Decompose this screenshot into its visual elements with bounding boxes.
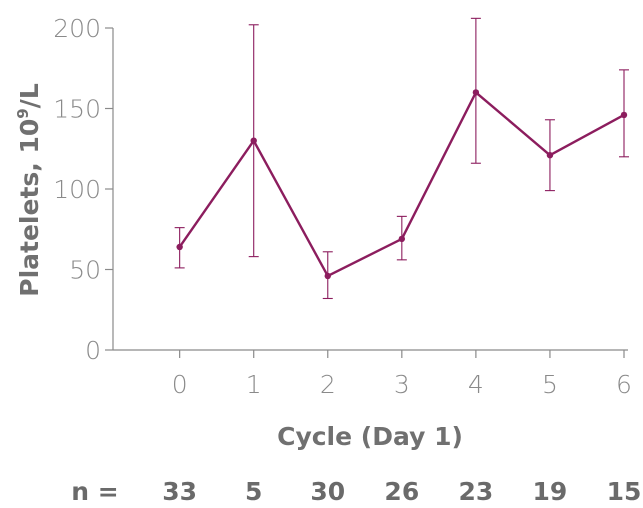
data-point: [546, 151, 554, 159]
n-row-label: n =: [71, 477, 118, 506]
y-ticks: 0 50 100 150 200: [53, 14, 113, 365]
x-axis-title: Cycle (Day 1): [277, 422, 463, 451]
y-tick-label: 100: [53, 175, 101, 204]
y-axis-title-unit: /L: [15, 83, 44, 108]
n-value: 5: [245, 477, 262, 506]
y-axis-title-main: Platelets, 10: [15, 119, 44, 297]
n-value: 30: [310, 477, 345, 506]
y-tick-label: 50: [69, 256, 101, 285]
data-point: [250, 137, 257, 144]
x-tick-label: 5: [542, 370, 558, 399]
x-ticks: 0 1 2 3 4 5 6: [172, 350, 632, 399]
axes: 0 50 100 150 200 0 1 2 3 4 5 6: [53, 14, 632, 399]
n-value: 23: [458, 477, 493, 506]
data-point: [176, 243, 183, 251]
n-value: 19: [533, 477, 568, 506]
x-tick-label: 1: [246, 370, 262, 399]
y-tick-label: 150: [53, 95, 101, 124]
y-axis-title-superscript: 9: [14, 108, 32, 118]
n-value: 33: [162, 477, 197, 506]
y-tick-label: 200: [53, 14, 101, 43]
n-row: n = 33 5 30 26 23 19 15: [71, 477, 641, 506]
data-point: [472, 89, 480, 96]
y-axis-title: Platelets, 109/L: [14, 83, 44, 297]
series-layer: [174, 17, 629, 300]
x-tick-label: 2: [320, 370, 336, 399]
data-point: [324, 272, 331, 280]
y-tick-label: 0: [85, 336, 101, 365]
x-tick-label: 4: [468, 370, 484, 399]
x-tick-label: 0: [172, 370, 188, 399]
x-tick-label: 3: [394, 370, 410, 399]
x-tick-label: 6: [616, 370, 632, 399]
n-value: 26: [384, 477, 419, 506]
n-value: 15: [607, 477, 642, 506]
data-point: [620, 111, 628, 119]
data-point: [398, 235, 406, 243]
